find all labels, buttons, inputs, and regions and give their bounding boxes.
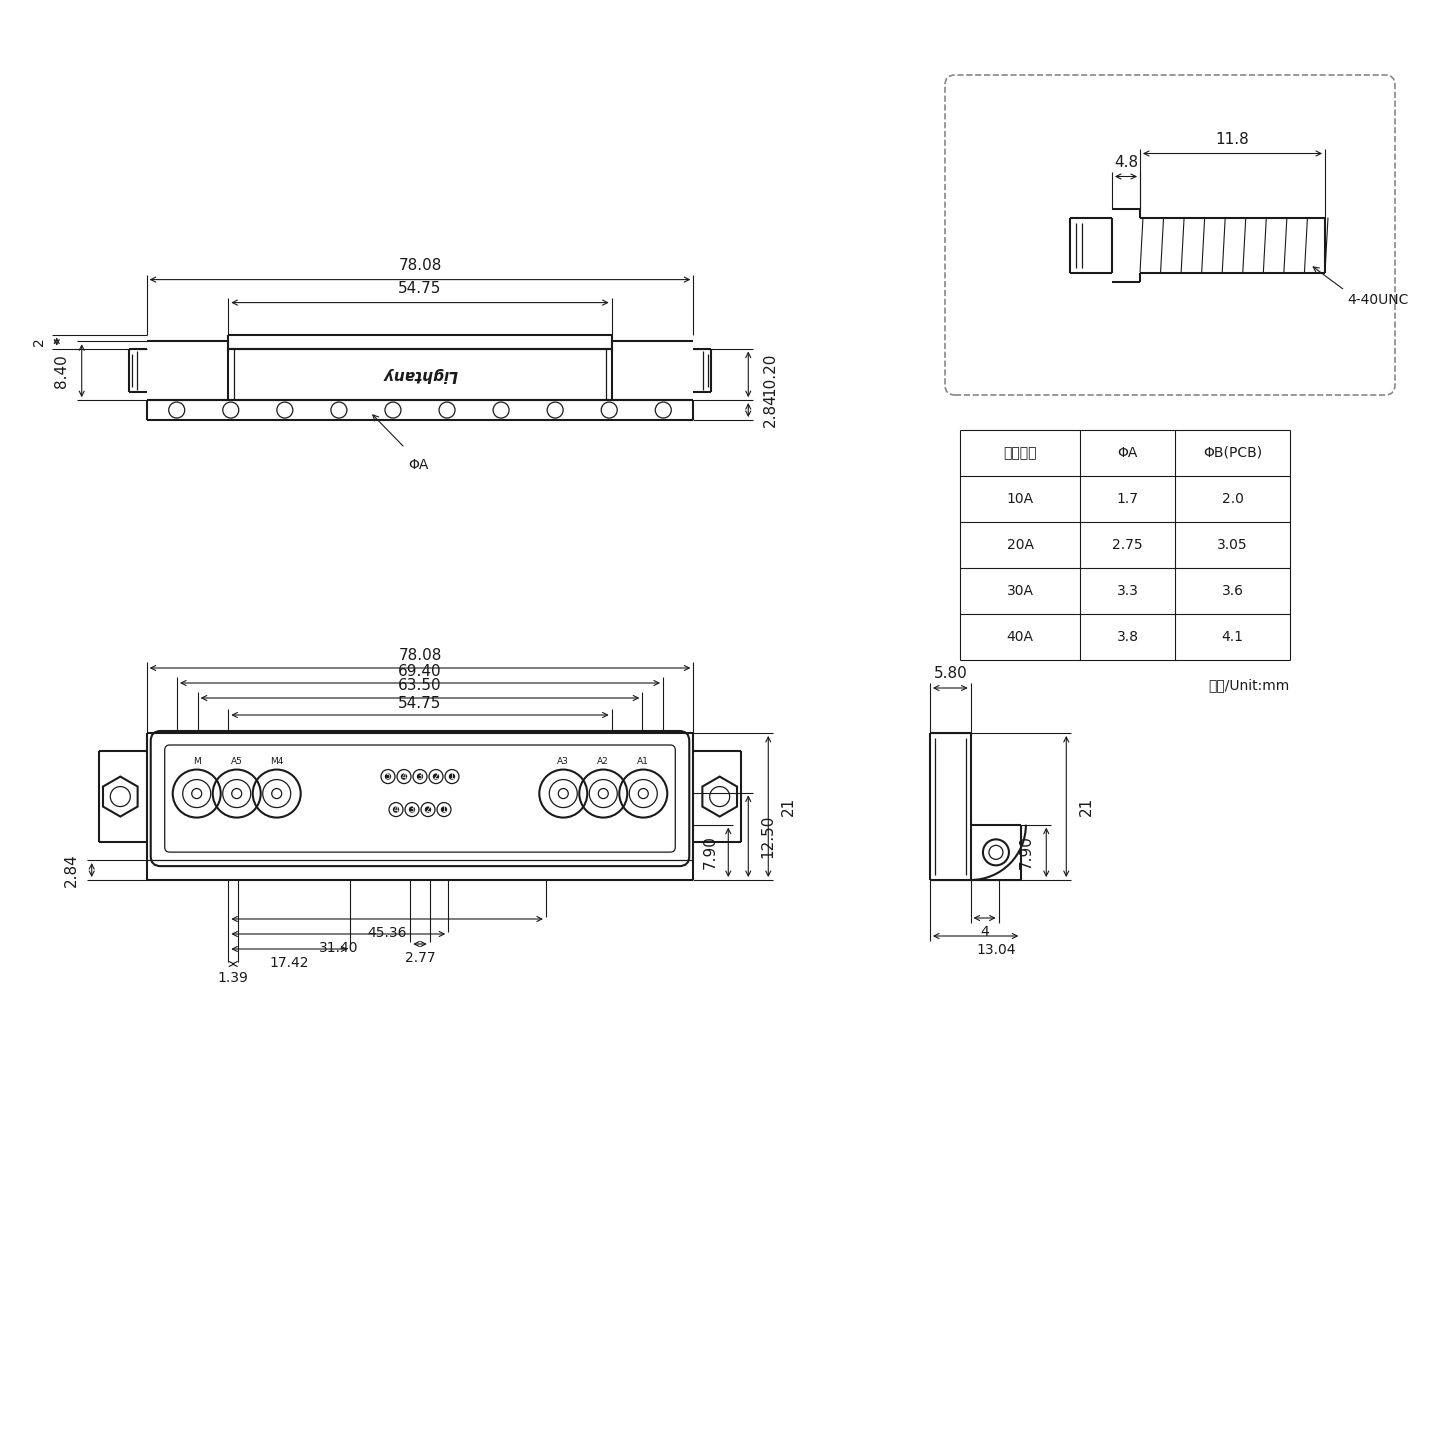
Circle shape (409, 806, 415, 812)
Text: 2: 2 (433, 772, 438, 780)
Text: 21: 21 (780, 796, 796, 816)
Text: 2.84: 2.84 (65, 852, 79, 887)
Text: 2: 2 (426, 805, 431, 814)
Text: 8.40: 8.40 (55, 354, 69, 387)
Text: 12.50: 12.50 (760, 815, 776, 858)
Text: 4.8: 4.8 (1115, 156, 1138, 170)
Text: ΦA: ΦA (408, 458, 428, 472)
Text: 5.80: 5.80 (933, 667, 968, 681)
Text: 1: 1 (449, 772, 455, 780)
Text: 31.40: 31.40 (318, 940, 359, 955)
Circle shape (449, 775, 455, 779)
Text: 2.77: 2.77 (405, 950, 435, 965)
Text: 10.20: 10.20 (763, 353, 778, 396)
Text: 额定电流: 额定电流 (1004, 446, 1037, 459)
Text: 3: 3 (418, 772, 422, 780)
Text: 3: 3 (409, 805, 415, 814)
Text: 3.6: 3.6 (1221, 585, 1244, 598)
Text: 54.75: 54.75 (399, 281, 442, 297)
Text: 5: 5 (386, 772, 390, 780)
Text: 1: 1 (442, 805, 446, 814)
Text: 2: 2 (32, 337, 46, 346)
Text: 45.36: 45.36 (367, 926, 408, 940)
Text: 17.42: 17.42 (269, 956, 310, 971)
Text: ΦB(PCB): ΦB(PCB) (1202, 446, 1261, 459)
Text: 1.7: 1.7 (1116, 492, 1139, 505)
Text: 4-40UNC: 4-40UNC (1346, 292, 1408, 307)
Text: 78.08: 78.08 (399, 648, 442, 664)
Circle shape (393, 806, 399, 812)
Text: 4: 4 (402, 772, 406, 780)
Text: 10A: 10A (1007, 492, 1034, 505)
Text: 单位/Unit:mm: 单位/Unit:mm (1208, 678, 1290, 693)
Circle shape (418, 775, 422, 779)
Text: 2.84: 2.84 (763, 393, 778, 426)
Circle shape (386, 775, 390, 779)
Text: 11.8: 11.8 (1215, 132, 1250, 147)
Text: 21: 21 (1079, 796, 1094, 816)
Circle shape (433, 775, 439, 779)
Text: 54.75: 54.75 (399, 696, 442, 710)
Text: 7.90: 7.90 (703, 835, 717, 870)
Text: 3.05: 3.05 (1217, 539, 1248, 552)
Text: 20A: 20A (1007, 539, 1034, 552)
Circle shape (402, 775, 406, 779)
Text: 3.8: 3.8 (1116, 631, 1139, 644)
Text: M: M (193, 756, 200, 766)
Text: A5: A5 (230, 756, 243, 766)
Text: 2.75: 2.75 (1112, 539, 1143, 552)
Text: 1.39: 1.39 (217, 971, 249, 985)
Text: 4.1: 4.1 (1221, 631, 1244, 644)
Text: 63.50: 63.50 (399, 678, 442, 694)
Text: 3.3: 3.3 (1116, 585, 1139, 598)
Text: ΦA: ΦA (1117, 446, 1138, 459)
Text: 4: 4 (393, 805, 399, 814)
Text: 30A: 30A (1007, 585, 1034, 598)
Text: Lightany: Lightany (383, 367, 458, 382)
Circle shape (442, 806, 446, 812)
Text: 69.40: 69.40 (399, 664, 442, 678)
Text: 78.08: 78.08 (399, 258, 442, 274)
Text: 2.0: 2.0 (1221, 492, 1243, 505)
Circle shape (425, 806, 431, 812)
Text: M4: M4 (271, 756, 284, 766)
Text: 4: 4 (981, 924, 989, 939)
Text: 13.04: 13.04 (976, 943, 1015, 958)
Text: 40A: 40A (1007, 631, 1034, 644)
Text: A3: A3 (557, 756, 569, 766)
Text: 7.90: 7.90 (1018, 835, 1034, 870)
Text: A2: A2 (598, 756, 609, 766)
Text: A1: A1 (638, 756, 649, 766)
